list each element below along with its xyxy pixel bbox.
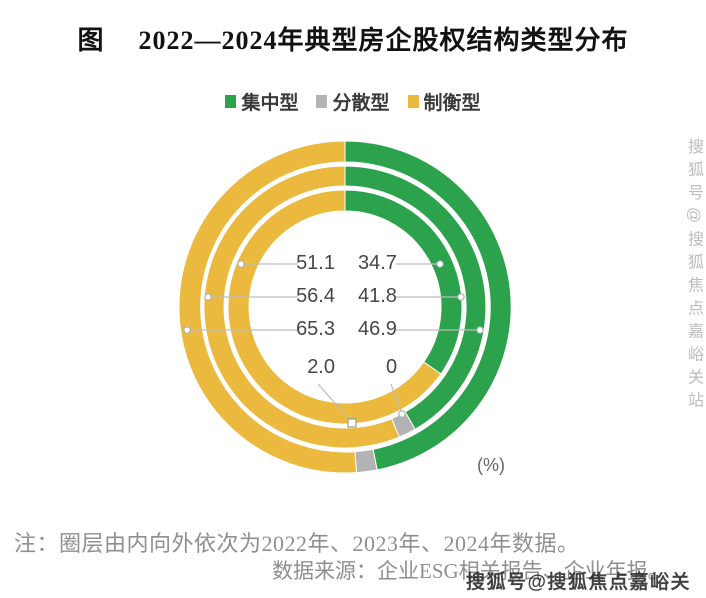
- ring-value-label: 56.4: [296, 285, 335, 307]
- legend-item-balanced: 制衡型: [407, 88, 481, 115]
- chart-legend: 集中型 分散型 制衡型: [0, 88, 706, 115]
- chart-title-prefix: 图: [77, 26, 105, 55]
- watermark-bottom: 搜狐号@搜狐焦点嘉峪关站: [466, 572, 692, 593]
- chart-title-text: 2022—2024年典型房企股权结构类型分布: [138, 26, 629, 55]
- footnote-source: 数据来源：企业ESG相关报告、企业年报。: [272, 559, 669, 583]
- ring-value-label: 51.1: [296, 252, 335, 274]
- unit-label: (%): [477, 455, 505, 475]
- ring-value-label: 2.0: [307, 356, 335, 378]
- dispersed-swatch-icon: [316, 95, 328, 108]
- concentrated-swatch-icon: [225, 95, 237, 108]
- ring-value-label: 34.7: [358, 252, 397, 274]
- legend-label-concentrated: 集中型: [241, 93, 299, 114]
- legend-label-balanced: 制衡型: [423, 93, 481, 114]
- ring-value-label: 0: [386, 356, 398, 378]
- legend-label-dispersed: 分散型: [332, 93, 390, 114]
- chart-title: 图 2022—2024年典型房企股权结构类型分布: [0, 20, 706, 57]
- ring-value-label: 41.8: [358, 285, 397, 307]
- footnote-note: 注：圈层由内向外依次为2022年、2023年、2024年数据。: [14, 531, 580, 556]
- legend-item-concentrated: 集中型: [225, 88, 298, 115]
- ring-value-label: 46.9: [358, 318, 397, 340]
- ring-value-label: 65.3: [296, 318, 335, 340]
- balanced-swatch-icon: [407, 95, 419, 108]
- watermark-vertical: 搜狐号@搜狐焦点嘉峪关站: [685, 138, 702, 415]
- legend-item-dispersed: 分散型: [316, 88, 390, 115]
